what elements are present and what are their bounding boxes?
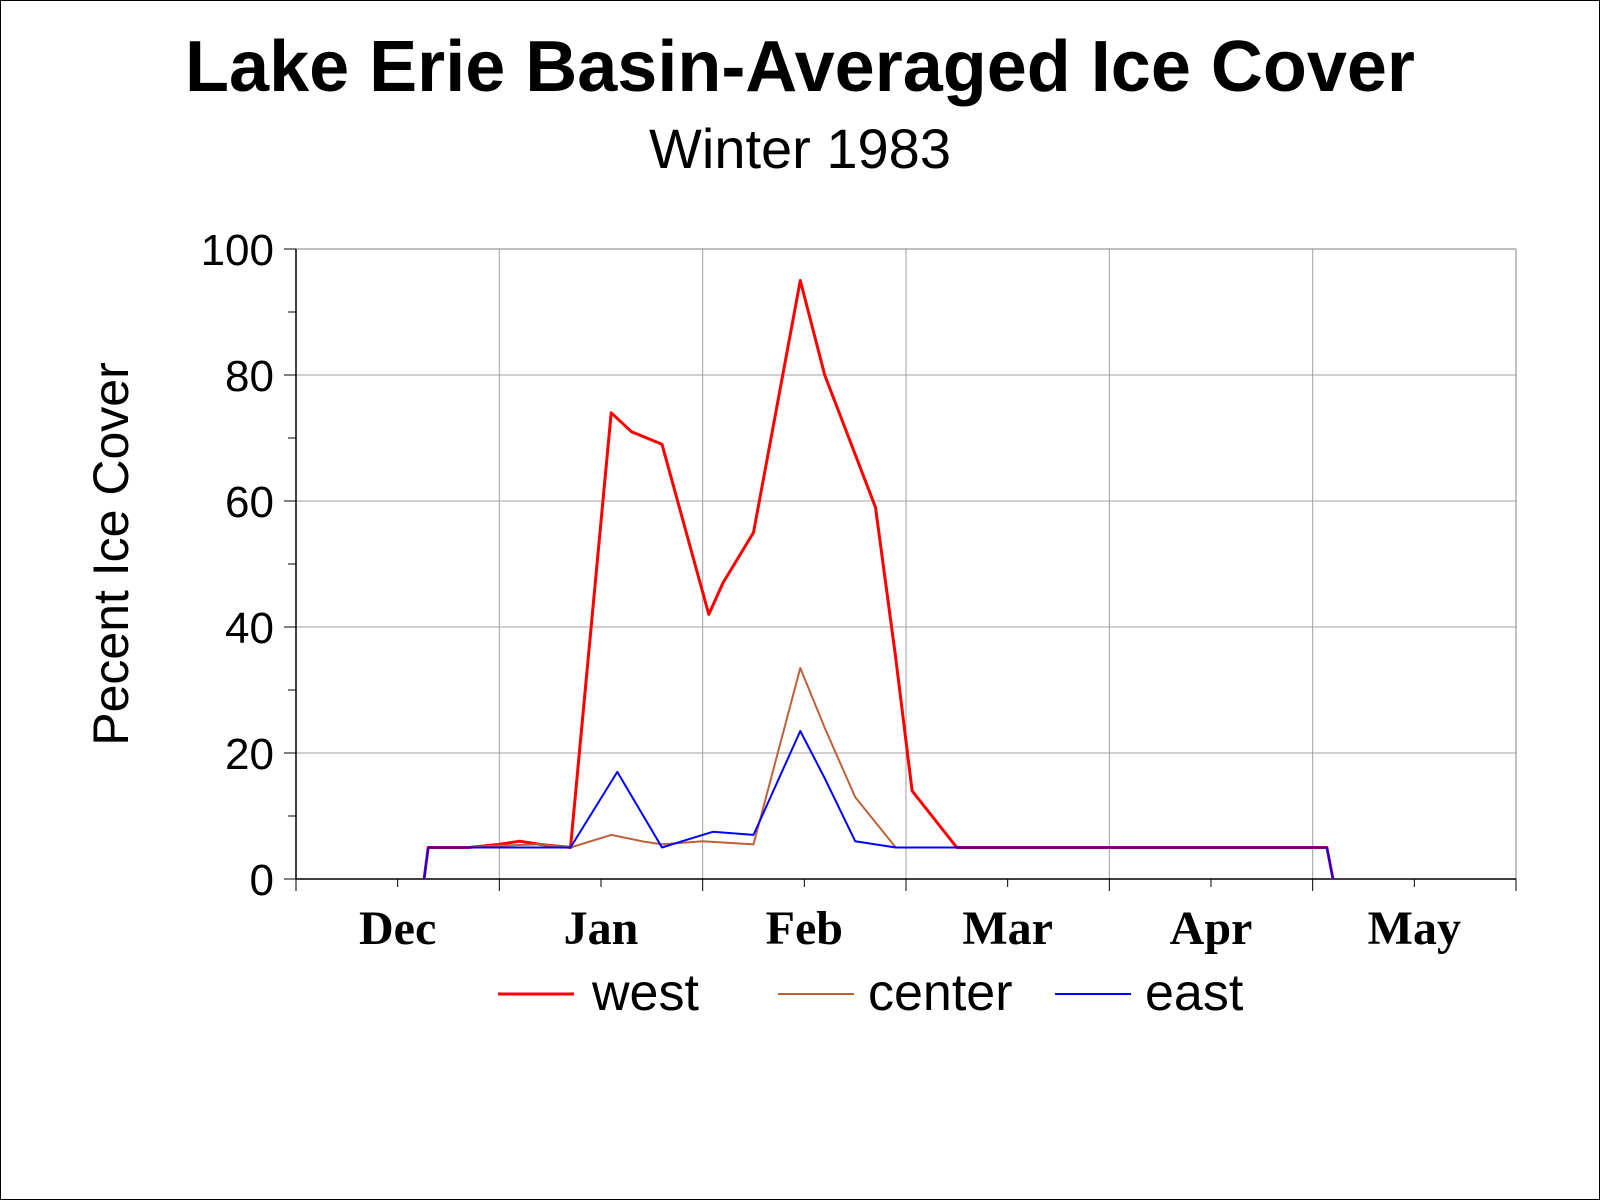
y-tick-label: 40	[225, 604, 274, 653]
x-tick-label: Dec	[359, 902, 436, 955]
legend: west center east	[498, 964, 1244, 1022]
axes	[284, 248, 1517, 891]
y-tick-label: 60	[225, 478, 274, 527]
x-tick-label: Jan	[564, 902, 639, 955]
series-line-west	[422, 279, 1335, 880]
legend-label-east: east	[1145, 964, 1244, 1022]
legend-label-center: center	[868, 964, 1013, 1022]
x-tick-label: Apr	[1170, 902, 1253, 955]
grid-lines	[296, 248, 1516, 879]
legend-label-west: west	[591, 964, 699, 1022]
x-tick-label: May	[1368, 902, 1461, 955]
chart-subtitle: Winter 1983	[649, 117, 951, 180]
y-tick-label: 20	[225, 730, 274, 779]
tick-labels: 0 20 40 60 80 100 Dec Jan Feb Mar Apr May	[201, 226, 1461, 955]
y-tick-label: 0	[250, 856, 274, 905]
series-line-east	[423, 730, 1334, 880]
x-tick-label: Feb	[766, 902, 843, 955]
y-axis-title: Pecent Ice Cover	[83, 362, 139, 746]
series-lines	[422, 279, 1335, 880]
x-tick-label: Mar	[962, 902, 1053, 955]
chart-title: Lake Erie Basin-Averaged Ice Cover	[185, 27, 1415, 107]
y-tick-label: 100	[201, 226, 274, 275]
y-tick-label: 80	[225, 352, 274, 401]
